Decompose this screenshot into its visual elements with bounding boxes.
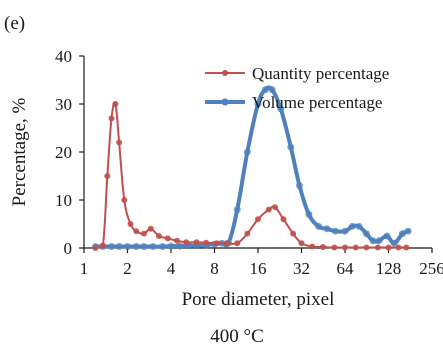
series-volume-point: [348, 222, 356, 230]
legend-item-volume: Volume percentage: [205, 93, 382, 112]
legend-quantity-marker: [222, 70, 228, 76]
series-quantity-point: [309, 243, 316, 250]
series-volume-point: [149, 243, 157, 251]
series-volume-point: [296, 182, 304, 190]
x-tick-label: 128: [376, 259, 402, 278]
series-quantity-point: [244, 230, 251, 237]
series-quantity-point: [133, 228, 140, 235]
series-quantity-point: [342, 244, 348, 251]
series-quantity-point: [108, 115, 115, 122]
x-tick-group: 1 2 4 8 16 32 64 128 256: [80, 248, 443, 278]
series-quantity-point: [374, 244, 381, 251]
series-volume-point: [362, 230, 370, 238]
y-axis-label: Percentage, %: [9, 97, 30, 206]
series-quantity-point: [298, 240, 305, 247]
series-volume-point: [254, 100, 262, 108]
x-tick-label: 16: [250, 259, 267, 278]
series-quantity-point: [104, 173, 111, 179]
series-quantity-point: [403, 244, 410, 251]
y-tick-group: 0 10 20 30 40: [55, 47, 84, 258]
series-volume-point: [243, 148, 251, 156]
series-quantity-point: [352, 244, 359, 251]
series-quantity-point: [255, 216, 261, 223]
series-quantity-point: [280, 216, 287, 223]
series-quantity-point: [99, 242, 106, 249]
x-tick-label: 256: [419, 259, 443, 278]
series-volume-point: [277, 105, 285, 113]
series-quantity-point: [121, 197, 128, 203]
series-quantity-point: [223, 240, 230, 247]
series-quantity-point: [234, 240, 241, 247]
series-volume-point: [115, 243, 123, 251]
series-quantity-point: [363, 244, 370, 251]
series-volume-point: [132, 243, 140, 251]
y-tick-label: 0: [64, 239, 73, 258]
series-volume-point: [305, 210, 313, 218]
x-tick-label: 2: [123, 259, 132, 278]
series-quantity-point: [265, 206, 272, 213]
series-volume-point: [331, 227, 339, 235]
figure-caption: 400 °C: [210, 326, 264, 347]
legend-quantity-label: Quantity percentage: [252, 64, 389, 83]
series-quantity-point: [164, 235, 171, 242]
series-volume-point: [287, 143, 295, 151]
series-volume-point: [390, 239, 398, 247]
series-volume-point: [315, 222, 323, 230]
series-quantity-point: [173, 237, 180, 244]
x-tick-label: 64: [337, 259, 355, 278]
series-quantity: [92, 101, 410, 251]
series-quantity-point: [203, 239, 210, 246]
series-volume-point: [233, 206, 241, 214]
series-quantity-point: [319, 244, 326, 251]
series-layer: [91, 85, 412, 251]
series-quantity-point: [193, 239, 200, 246]
series-volume-point: [323, 225, 331, 233]
series-volume-point: [261, 86, 269, 94]
y-tick-label: 40: [55, 47, 72, 66]
x-tick-label: 8: [210, 259, 219, 278]
series-quantity-point: [331, 244, 338, 251]
series-volume-point: [375, 237, 383, 245]
series-volume-point: [268, 86, 276, 94]
series-quantity-point: [395, 244, 402, 251]
series-volume-point: [369, 237, 377, 245]
x-tick-label: 4: [167, 259, 176, 278]
panel-label: (e): [4, 13, 25, 34]
x-tick-label: 1: [80, 259, 89, 278]
series-volume-point: [159, 243, 167, 251]
series-volume-point: [383, 232, 391, 240]
series-quantity-point: [127, 221, 134, 227]
series-volume-point: [124, 243, 131, 251]
legend-volume-marker: [221, 98, 229, 106]
series-volume-point: [108, 243, 116, 251]
x-axis-label: Pore diameter, pixel: [182, 289, 335, 310]
series-volume-point: [355, 222, 363, 230]
x-tick-label: 32: [293, 259, 310, 278]
series-quantity-point: [92, 245, 99, 251]
series-quantity-point: [147, 225, 154, 232]
series-quantity-point: [213, 240, 220, 247]
series-quantity-point: [183, 239, 190, 246]
series-quantity-point: [272, 204, 279, 211]
legend-item-quantity: Quantity percentage: [205, 64, 389, 83]
series-quantity-point: [290, 230, 297, 237]
series-quantity-point: [385, 244, 392, 251]
series-quantity-point: [116, 139, 123, 146]
y-tick-label: 20: [55, 143, 72, 162]
y-tick-label: 30: [55, 95, 72, 114]
series-volume-point: [140, 243, 148, 251]
y-tick-label: 10: [55, 191, 72, 210]
series-volume-point: [341, 227, 349, 235]
series-volume-point: [167, 242, 175, 250]
legend: Quantity percentage Volume percentage: [205, 64, 389, 112]
series-quantity-point: [155, 233, 162, 239]
series-volume-point: [399, 230, 407, 238]
series-volume-point: [176, 242, 184, 250]
series-volume-point: [404, 227, 412, 235]
series-quantity-point: [112, 101, 119, 107]
series-quantity-point: [140, 230, 147, 237]
legend-volume-label: Volume percentage: [252, 93, 382, 112]
